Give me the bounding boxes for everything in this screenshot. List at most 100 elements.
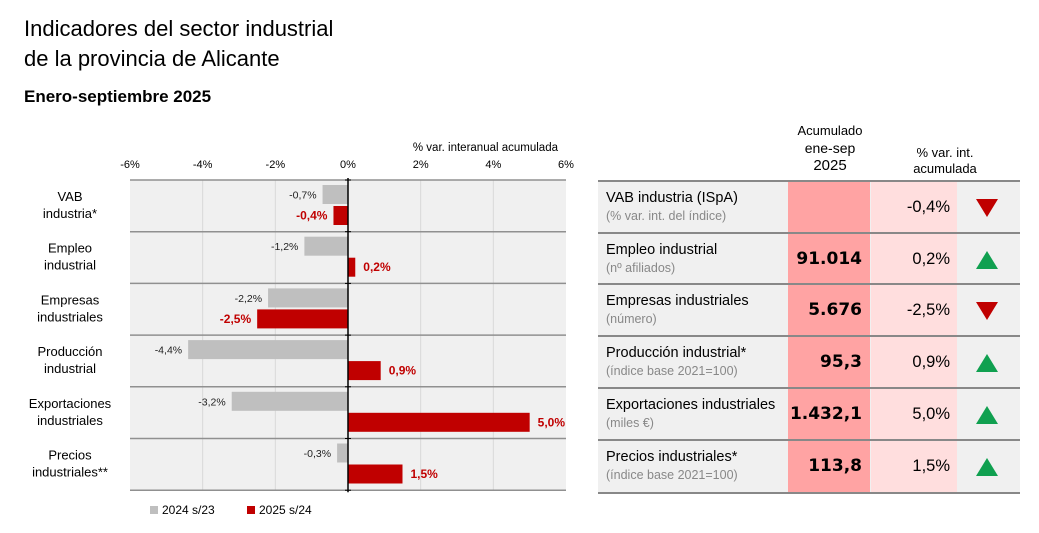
indicator-name: Exportaciones industriales xyxy=(606,396,776,413)
indicator-unit: (índice base 2021=100) xyxy=(606,364,738,379)
title-line-2: de la provincia de Alicante xyxy=(24,46,280,71)
variation-value: 0,9% xyxy=(871,337,957,389)
bar-2024 xyxy=(268,288,348,308)
bar-2025 xyxy=(257,309,348,329)
variation-value: 0,2% xyxy=(871,233,957,285)
bar-chart: -6% -4% -2% 0% 2% 4% 6% % var. interanual acumu… xyxy=(29,142,574,493)
indicator-name: Precios industriales* xyxy=(606,448,738,465)
data-label-2024: -4,4% xyxy=(155,345,182,357)
data-label-2025: 0,2% xyxy=(363,260,391,274)
header-acumulado: Acumulado ene-sep 2025 xyxy=(790,123,870,175)
data-label-2025: 0,9% xyxy=(389,364,417,378)
arrow-down-icon xyxy=(976,199,998,217)
page-subtitle: Enero-septiembre 2025 xyxy=(24,87,212,106)
category-label: industriales xyxy=(37,413,103,428)
category-label: industrial xyxy=(44,258,96,273)
indicator-cell: Exportaciones industriales (miles €) xyxy=(606,396,775,432)
x-tick-label: -6% xyxy=(120,159,140,171)
header-acumulado-line: ene-sep xyxy=(804,140,856,156)
table-row: Exportaciones industriales (miles €) 1.432… xyxy=(598,386,1020,440)
chart-title: % var. interanual acumulada xyxy=(413,142,559,154)
indicator-cell: Precios industriales* (índice base 2021=1… xyxy=(606,448,738,484)
data-label-2024: -0,7% xyxy=(289,190,316,202)
category-label: Precios xyxy=(48,448,92,463)
data-label-2025: 1,5% xyxy=(411,467,439,481)
legend-item-2024: 2024 s/23 xyxy=(150,503,215,517)
title-line-1: Indicadores del sector industrial xyxy=(24,16,334,41)
accumulated-value: 113,8 xyxy=(788,440,870,492)
data-label-2025: -0,4% xyxy=(296,209,328,223)
indicator-cell: Empleo industrial (nº afiliados) xyxy=(606,241,717,277)
bar-2025 xyxy=(348,412,530,432)
arrow-up-icon xyxy=(976,405,998,424)
indicator-unit: (índice base 2021=100) xyxy=(606,467,738,482)
trend-cell xyxy=(976,199,998,217)
trend-cell xyxy=(976,302,998,321)
indicator-cell: VAB industria (ISpA) (% var. int. del índ… xyxy=(606,189,738,225)
x-tick-label: -4% xyxy=(193,159,213,171)
trend-cell xyxy=(976,354,998,373)
legend-swatch-2025 xyxy=(247,506,255,514)
bar-2025 xyxy=(348,257,356,277)
legend-swatch-2024 xyxy=(150,506,158,514)
data-label-2024: -2,2% xyxy=(235,293,262,305)
variation-value: 1,5% xyxy=(871,440,957,492)
arrow-up-icon xyxy=(976,250,998,269)
category-label: industria* xyxy=(43,206,97,221)
arrow-up-icon xyxy=(976,354,998,373)
header-variacion-line: acumulada xyxy=(913,161,977,176)
legend-label-2025: 2025 s/24 xyxy=(259,503,312,517)
indicator-cell: Producción industrial* (índice base 2021=… xyxy=(606,344,746,380)
x-tick-label: 2% xyxy=(413,159,429,171)
variation-value: -0,4% xyxy=(871,182,957,233)
bar-2024 xyxy=(337,443,348,463)
arrow-down-icon xyxy=(976,302,998,321)
bar-2024 xyxy=(322,185,348,204)
indicator-unit: (nº afiliados) xyxy=(606,260,676,275)
bar-2025 xyxy=(348,464,403,484)
indicator-unit: (número) xyxy=(606,312,657,327)
data-label-2025: 5,0% xyxy=(538,415,566,429)
bar-2025 xyxy=(348,361,381,381)
bar-2025 xyxy=(333,206,348,225)
variation-value: 5,0% xyxy=(871,388,957,440)
trend-cell xyxy=(976,457,998,476)
accumulated-value: 91.014 xyxy=(788,233,870,285)
legend-item-2025: 2025 s/24 xyxy=(247,503,312,517)
bar-2024 xyxy=(231,391,348,411)
header-variacion: % var. int. acumulada xyxy=(900,145,990,177)
table-row: Empleo industrial (nº afiliados) 91.014 0,2… xyxy=(598,231,1020,285)
table-row: Empresas industriales (número) 5.676 -2,5% xyxy=(598,283,1020,337)
category-label: Empleo xyxy=(48,241,92,256)
category-label: VAB xyxy=(57,189,82,204)
bar-2024 xyxy=(304,236,348,256)
x-tick-label: -2% xyxy=(266,159,286,171)
category-label: industrial xyxy=(44,361,96,376)
category-label: industriales** xyxy=(32,465,108,480)
trend-cell xyxy=(976,250,998,269)
page-title: Indicadores del sector industrial de la … xyxy=(24,14,333,74)
indicator-unit: (miles €) xyxy=(606,415,654,430)
data-label-2025: -2,5% xyxy=(220,312,252,326)
category-label: Exportaciones xyxy=(29,396,112,411)
table-row: Producción industrial* (índice base 2021=… xyxy=(598,335,1020,389)
legend-label-2024: 2024 s/23 xyxy=(162,503,215,517)
indicator-cell: Empresas industriales (número) xyxy=(606,292,749,328)
bar-2024 xyxy=(188,340,348,360)
indicator-name: Empresas industriales xyxy=(606,293,749,310)
x-tick-label: 6% xyxy=(558,159,574,171)
header-acumulado-line: Acumulado xyxy=(797,123,863,138)
indicator-name: Producción industrial* xyxy=(606,345,747,362)
variation-value: -2,5% xyxy=(871,285,957,337)
arrow-up-icon xyxy=(976,457,998,476)
indicator-name: Empleo industrial xyxy=(606,241,718,258)
indicator-unit: (% var. int. del índice) xyxy=(606,209,727,223)
accumulated-value: 5.676 xyxy=(788,285,870,337)
trend-cell xyxy=(976,405,998,424)
indicator-name: VAB industria (ISpA) xyxy=(606,190,738,206)
category-label: Empresas xyxy=(41,292,100,307)
accumulated-value xyxy=(788,182,870,233)
category-label: industriales xyxy=(37,309,103,324)
data-label-2024: -3,2% xyxy=(198,396,225,408)
category-label: Producción xyxy=(37,344,102,359)
